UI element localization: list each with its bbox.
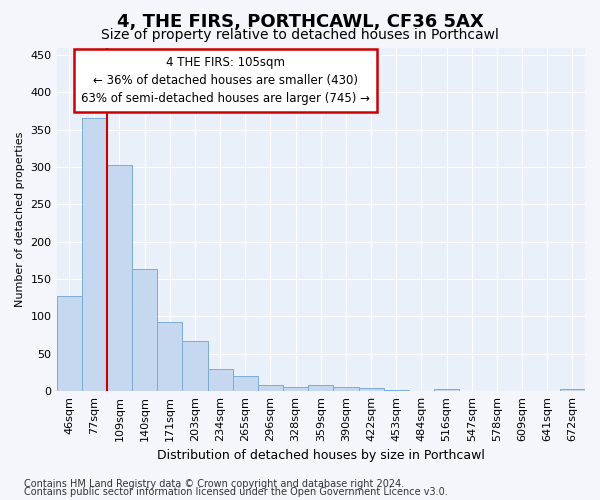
Bar bbox=[82, 118, 107, 391]
Text: Contains HM Land Registry data © Crown copyright and database right 2024.: Contains HM Land Registry data © Crown c… bbox=[24, 479, 404, 489]
Bar bbox=[208, 369, 233, 391]
Bar bbox=[132, 270, 157, 391]
Bar bbox=[334, 388, 359, 391]
Text: Size of property relative to detached houses in Porthcawl: Size of property relative to detached ho… bbox=[101, 28, 499, 42]
Bar bbox=[182, 341, 208, 391]
Bar bbox=[157, 322, 182, 391]
Bar bbox=[107, 165, 132, 391]
Bar bbox=[56, 296, 82, 391]
Bar bbox=[383, 390, 409, 391]
Text: Contains public sector information licensed under the Open Government Licence v3: Contains public sector information licen… bbox=[24, 487, 448, 497]
Y-axis label: Number of detached properties: Number of detached properties bbox=[15, 132, 25, 307]
Text: 4, THE FIRS, PORTHCAWL, CF36 5AX: 4, THE FIRS, PORTHCAWL, CF36 5AX bbox=[116, 12, 484, 30]
Bar bbox=[233, 376, 258, 391]
X-axis label: Distribution of detached houses by size in Porthcawl: Distribution of detached houses by size … bbox=[157, 450, 485, 462]
Bar bbox=[560, 389, 585, 391]
Bar bbox=[359, 388, 383, 391]
Bar bbox=[283, 386, 308, 391]
Bar bbox=[434, 389, 459, 391]
Text: 4 THE FIRS: 105sqm
← 36% of detached houses are smaller (430)
63% of semi-detach: 4 THE FIRS: 105sqm ← 36% of detached hou… bbox=[81, 56, 370, 105]
Bar bbox=[308, 385, 334, 391]
Bar bbox=[258, 385, 283, 391]
